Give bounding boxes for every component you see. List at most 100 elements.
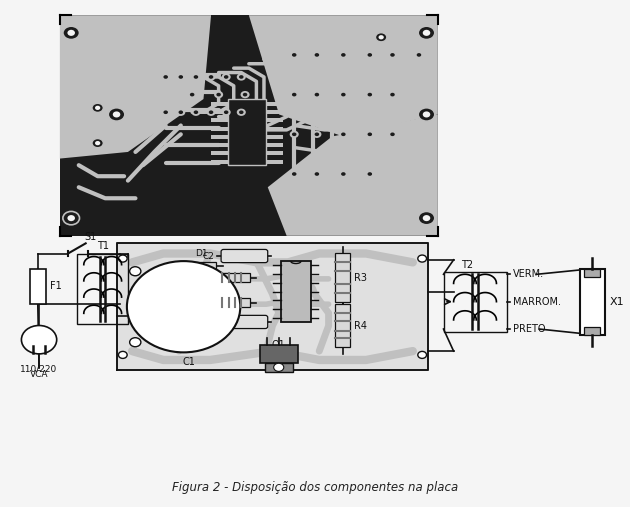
Circle shape [224, 75, 229, 79]
Circle shape [130, 338, 141, 347]
Text: D2: D2 [195, 277, 208, 286]
Circle shape [423, 30, 430, 36]
Circle shape [214, 91, 223, 98]
Circle shape [192, 108, 200, 116]
Circle shape [292, 53, 297, 57]
Circle shape [178, 75, 183, 79]
Circle shape [312, 91, 321, 98]
Circle shape [418, 351, 427, 358]
Circle shape [418, 211, 435, 225]
Bar [266, 118, 283, 122]
Circle shape [390, 93, 395, 96]
Bar [117, 243, 428, 370]
Circle shape [314, 172, 319, 176]
Bar [580, 269, 605, 335]
Circle shape [176, 74, 185, 81]
Circle shape [118, 351, 127, 358]
Circle shape [339, 170, 348, 177]
Bar [266, 102, 283, 106]
Circle shape [416, 53, 421, 57]
FancyBboxPatch shape [221, 249, 268, 263]
Bar [60, 15, 438, 236]
Circle shape [239, 75, 244, 79]
Text: R4: R4 [354, 321, 367, 331]
Circle shape [193, 75, 198, 79]
Circle shape [163, 75, 168, 79]
Circle shape [163, 111, 168, 114]
Circle shape [418, 255, 427, 262]
Bar [266, 143, 283, 147]
Circle shape [390, 53, 395, 57]
Circle shape [108, 108, 125, 121]
Circle shape [375, 32, 387, 42]
Text: F1: F1 [50, 281, 62, 292]
Bar [265, 363, 292, 372]
Circle shape [379, 35, 384, 40]
Circle shape [415, 51, 423, 59]
Circle shape [118, 255, 127, 262]
Circle shape [239, 111, 244, 114]
Text: R3: R3 [354, 273, 367, 282]
Circle shape [388, 51, 397, 59]
Circle shape [67, 215, 75, 221]
Bar [214, 298, 249, 307]
Text: C2: C2 [202, 251, 214, 261]
Bar [335, 304, 350, 347]
Circle shape [216, 93, 221, 96]
Circle shape [290, 170, 299, 177]
Circle shape [367, 93, 372, 96]
Circle shape [209, 75, 214, 79]
Circle shape [365, 51, 374, 59]
Text: Figura 2 - Disposição dos componentes na placa: Figura 2 - Disposição dos componentes na… [172, 481, 458, 494]
Circle shape [190, 93, 195, 96]
Bar [266, 152, 283, 156]
Text: MARROM.: MARROM. [513, 297, 561, 307]
Circle shape [130, 267, 141, 276]
Circle shape [365, 170, 374, 177]
Polygon shape [249, 15, 438, 136]
Text: S1: S1 [84, 232, 96, 242]
Bar [266, 127, 283, 131]
Text: X1: X1 [610, 297, 624, 307]
Circle shape [390, 132, 395, 136]
Circle shape [341, 172, 346, 176]
Circle shape [193, 111, 198, 114]
Text: T2: T2 [461, 260, 474, 270]
Circle shape [312, 170, 321, 177]
Bar [77, 254, 128, 324]
Bar [584, 327, 600, 335]
Circle shape [237, 108, 246, 116]
Bar [192, 262, 217, 270]
Bar [214, 273, 249, 282]
Circle shape [188, 91, 197, 98]
Bar [211, 160, 228, 164]
Circle shape [365, 131, 374, 138]
Circle shape [290, 91, 299, 98]
Bar [228, 99, 266, 165]
Polygon shape [60, 15, 211, 159]
Circle shape [290, 51, 299, 59]
Polygon shape [268, 115, 438, 236]
Text: 110/220: 110/220 [20, 364, 58, 373]
Circle shape [341, 132, 346, 136]
Circle shape [161, 108, 170, 116]
Circle shape [388, 91, 397, 98]
Bar [260, 345, 297, 363]
Bar [444, 272, 507, 332]
Circle shape [273, 363, 284, 371]
Bar [211, 118, 228, 122]
Circle shape [339, 131, 348, 138]
Circle shape [418, 108, 435, 121]
Circle shape [367, 132, 372, 136]
Circle shape [67, 30, 75, 36]
Circle shape [367, 172, 372, 176]
Circle shape [95, 141, 100, 145]
Circle shape [341, 93, 346, 96]
Circle shape [63, 26, 79, 40]
Text: T1: T1 [96, 241, 109, 251]
Circle shape [92, 103, 103, 113]
Circle shape [192, 74, 200, 81]
Bar [335, 253, 350, 302]
Text: R2: R2 [193, 299, 205, 307]
Circle shape [176, 108, 185, 116]
